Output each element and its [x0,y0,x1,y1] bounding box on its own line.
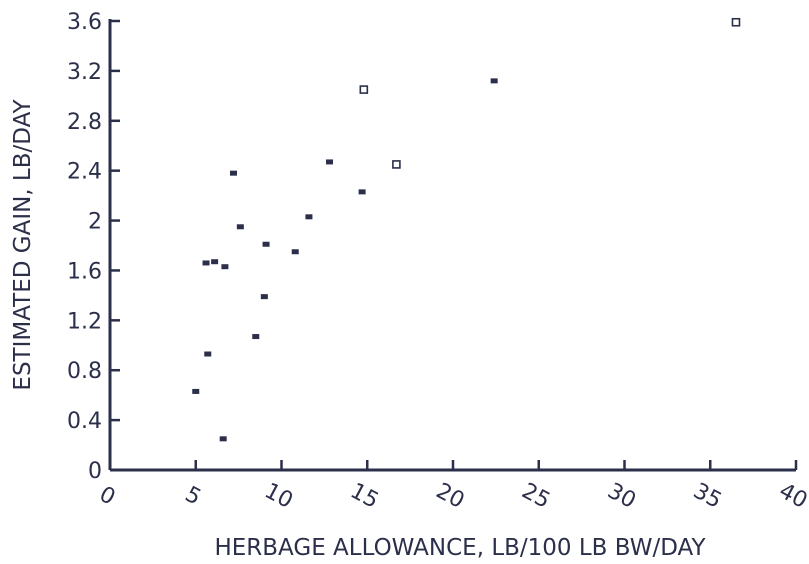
filled-square-point [204,351,212,357]
x-tick-label: 10 [260,479,296,514]
y-tick-label: 1.6 [67,259,102,284]
filled-square-point [219,436,227,442]
x-axis-title: HERBAGE ALLOWANCE, LB/100 LB BW/DAY [214,535,706,561]
y-ticks: 0 0.4 0.8 1.2 1.6 2 2.4 2.8 3.2 3.6 [67,10,120,484]
x-axis: 0 5 10 15 20 25 30 35 40 [95,460,809,514]
filled-square-point [490,78,498,84]
filled-square-point [262,241,270,247]
filled-square-point [236,224,244,230]
x-tick-label: 20 [432,479,468,514]
y-tick-label: 2.4 [67,160,102,185]
filled-square-point [202,260,210,266]
open-square-point [392,160,401,169]
x-ticks: 0 5 10 15 20 25 30 35 40 [95,460,809,514]
filled-square-point [305,214,313,220]
filled-square-point [252,334,260,340]
filled-square-point [260,294,268,300]
y-tick-label: 0.4 [67,409,102,434]
y-tick-label: 3.6 [67,10,102,35]
data-points [192,17,741,442]
y-tick-label: 1.2 [67,309,102,334]
y-tick-label: 0 [88,459,102,484]
x-tick-label: 5 [181,482,205,511]
open-square-point [731,17,741,27]
x-tick-label: 40 [775,479,809,514]
x-tick-label: 35 [689,479,725,514]
filled-square-point [358,189,366,195]
y-tick-label: 2 [88,210,102,235]
y-tick-label: 3.2 [67,60,102,85]
x-tick-label: 15 [346,479,382,514]
x-tick-label: 30 [603,479,639,514]
filled-square-point [326,159,334,165]
y-tick-label: 0.8 [67,359,102,384]
filled-square-point [291,249,299,255]
filled-square-point [229,170,237,176]
y-axis-title: ESTIMATED GAIN, LB/DAY [10,98,36,390]
y-axis: 0 0.4 0.8 1.2 1.6 2 2.4 2.8 3.2 3.6 [67,10,120,484]
x-tick-label: 25 [518,479,554,514]
open-square-point [359,85,369,94]
y-tick-label: 2.8 [67,110,102,135]
filled-square-point [221,264,229,270]
filled-square-point [192,388,200,394]
filled-square-point [211,259,219,265]
x-tick-label: 0 [95,482,119,511]
